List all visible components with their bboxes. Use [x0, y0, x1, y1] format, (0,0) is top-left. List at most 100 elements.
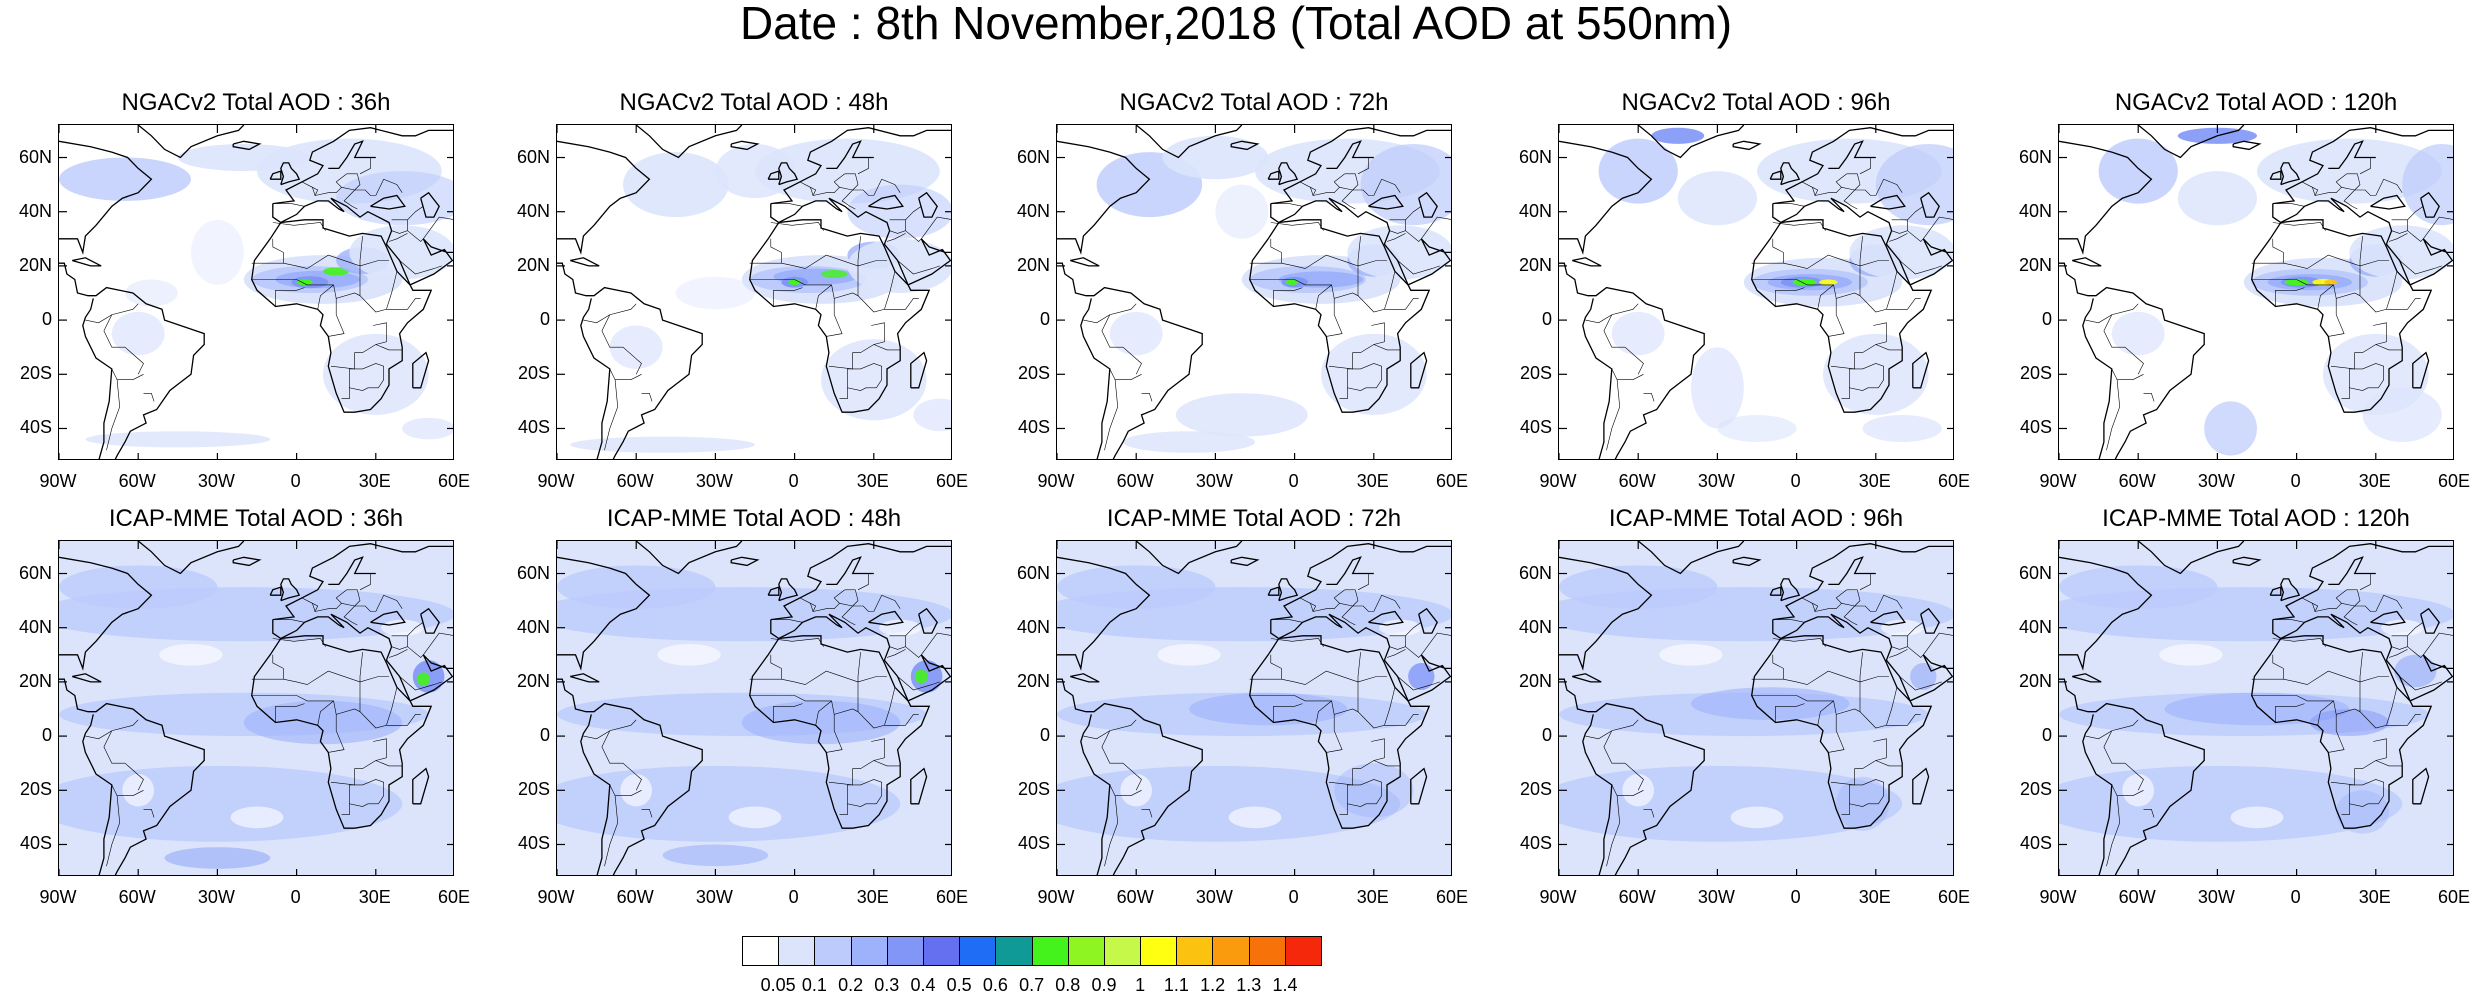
- country-border: [1357, 573, 1369, 591]
- country-border: [399, 676, 442, 691]
- x-tick-label: 0: [290, 887, 301, 907]
- coastline: [557, 678, 703, 875]
- country-border: [1841, 387, 1850, 400]
- coastline: [72, 673, 102, 683]
- colorbar: [742, 936, 1322, 966]
- country-border: [349, 779, 385, 807]
- country-border: [2341, 603, 2358, 626]
- coastline: [2328, 556, 2376, 586]
- colorbar-swatch: [850, 936, 888, 966]
- aod-plume: [847, 184, 951, 239]
- colorbar-swatch: [1248, 936, 1286, 966]
- aod-clear-patch: [2381, 619, 2424, 636]
- x-tick-label: 60E: [1937, 471, 1971, 491]
- country-border: [2111, 368, 2144, 380]
- coastline: [868, 194, 904, 210]
- country-border: [1421, 632, 1451, 655]
- y-tick-label: 40N: [516, 616, 550, 637]
- country-border: [873, 178, 901, 196]
- aod-plume: [1408, 663, 1435, 690]
- country-border: [1326, 714, 1343, 753]
- coastline: [778, 162, 799, 186]
- coastline: [2272, 197, 2453, 286]
- coastline: [1278, 578, 1299, 602]
- country-border: [773, 703, 803, 723]
- coastline: [328, 556, 376, 586]
- panel-title: ICAP-MME Total AOD : 36h: [108, 505, 404, 532]
- country-border: [810, 603, 814, 612]
- country-border: [1083, 730, 1110, 740]
- country-border: [1611, 784, 1644, 796]
- y-tick-label: 40N: [18, 616, 52, 637]
- coastline: [749, 219, 931, 413]
- coastline: [1769, 586, 1782, 596]
- x-tick-label: 30W: [695, 471, 733, 491]
- y-tick-label: 20S: [2019, 779, 2052, 800]
- coastline: [767, 170, 780, 180]
- country-border: [1812, 187, 1816, 196]
- country-border: [2391, 219, 2408, 234]
- coastline: [269, 586, 282, 596]
- y-tick-label: 20S: [1017, 363, 1050, 384]
- country-border: [810, 187, 814, 196]
- country-border: [1389, 206, 1422, 221]
- y-tick-label: 60N: [18, 562, 52, 583]
- country-border: [143, 392, 155, 402]
- x-tick-label: 30W: [1697, 471, 1735, 491]
- country-border: [1405, 646, 1422, 658]
- coastline: [749, 635, 931, 829]
- country-border: [2330, 322, 2387, 370]
- aod-plume: [111, 311, 165, 356]
- x-tick-label: 0: [2290, 471, 2301, 491]
- aod-clear-patch: [1730, 806, 1784, 829]
- x-tick-label: 60W: [1116, 887, 1154, 907]
- colorbar-swatch: [886, 936, 924, 966]
- country-border: [921, 216, 951, 239]
- country-border: [1817, 700, 1834, 726]
- aod-plume: [788, 279, 801, 285]
- country-border: [1389, 219, 1406, 234]
- country-border: [826, 298, 843, 337]
- country-border: [749, 654, 782, 680]
- x-tick-label: 90W: [1539, 471, 1577, 491]
- country-border: [2399, 260, 2442, 275]
- country-border: [2423, 216, 2453, 239]
- country-border: [2386, 714, 2421, 726]
- country-border: [641, 808, 653, 818]
- coastline: [1057, 140, 1151, 255]
- y-tick-label: 40N: [1016, 200, 1050, 221]
- country-border: [1373, 760, 1401, 767]
- coastline: [1270, 543, 1451, 621]
- y-tick-label: 0: [539, 725, 550, 746]
- y-tick-label: 20N: [18, 254, 52, 275]
- aod-plume: [125, 279, 178, 307]
- country-border: [388, 233, 408, 242]
- colorbar-swatch: [959, 936, 997, 966]
- coastline: [1080, 298, 1111, 459]
- x-tick-label: 90W: [1037, 471, 1075, 491]
- x-tick-label: 60E: [2437, 887, 2471, 907]
- x-tick-label: 30W: [197, 471, 235, 491]
- country-border: [1389, 622, 1422, 637]
- coastline: [1920, 607, 1940, 634]
- colorbar-label: 1.3: [1236, 975, 1262, 995]
- country-border: [1585, 314, 1612, 324]
- country-border: [1783, 236, 1863, 269]
- coastline: [1769, 170, 1782, 180]
- map-frame: [1056, 540, 1452, 876]
- aod-clear-patch: [1379, 619, 1422, 636]
- country-border: [359, 260, 389, 267]
- country-border: [341, 603, 358, 626]
- aod-plume: [2257, 138, 2442, 204]
- coastline: [2272, 613, 2453, 702]
- coastline: [272, 613, 453, 702]
- country-border: [386, 298, 421, 310]
- x-tick-label: 60W: [2118, 471, 2156, 491]
- map-frame: [58, 124, 454, 460]
- coastline: [557, 140, 651, 255]
- country-border: [423, 216, 453, 239]
- x-tick-label: 30W: [1195, 887, 1233, 907]
- coastline: [2232, 556, 2262, 567]
- coastline: [1270, 127, 1451, 205]
- y-tick-label: 40N: [1016, 616, 1050, 637]
